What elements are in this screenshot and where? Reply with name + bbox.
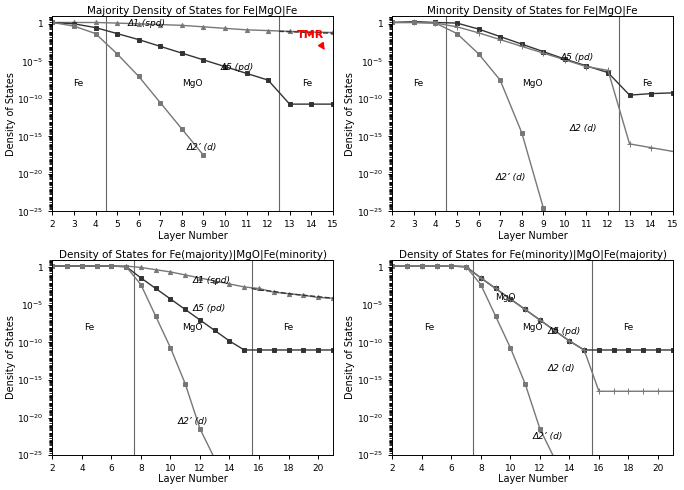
Y-axis label: Density of States: Density of States	[345, 72, 356, 156]
Text: MgO: MgO	[183, 79, 203, 88]
Text: MgO: MgO	[183, 323, 203, 332]
Text: MgO: MgO	[523, 323, 543, 332]
Text: Δ2’ (d): Δ2’ (d)	[186, 143, 217, 152]
Text: Δ1 (spd): Δ1 (spd)	[128, 19, 166, 28]
Text: Fe: Fe	[283, 323, 293, 332]
Text: Fe: Fe	[413, 79, 423, 88]
Title: Majority Density of States for Fe|MgO|Fe: Majority Density of States for Fe|MgO|Fe	[88, 5, 298, 16]
Y-axis label: Density of States: Density of States	[5, 72, 16, 156]
Text: Δ1 (spd): Δ1 (spd)	[193, 276, 231, 286]
Text: Δ5 (pd): Δ5 (pd)	[561, 53, 594, 62]
X-axis label: Layer Number: Layer Number	[498, 231, 568, 241]
Text: MgO: MgO	[496, 293, 516, 302]
Text: Δ2’ (d): Δ2’ (d)	[178, 417, 208, 426]
Text: Δ5 (pd): Δ5 (pd)	[193, 304, 226, 313]
Text: Δ2’ (d): Δ2’ (d)	[496, 173, 526, 182]
Y-axis label: Density of States: Density of States	[5, 316, 16, 399]
Text: Δ2 (d): Δ2 (d)	[569, 124, 596, 133]
Title: Density of States for Fe(minority)|MgO|Fe(majority): Density of States for Fe(minority)|MgO|F…	[399, 249, 666, 260]
Text: MgO: MgO	[523, 79, 543, 88]
Text: Fe: Fe	[424, 323, 434, 332]
Text: Fe: Fe	[623, 323, 633, 332]
X-axis label: Layer Number: Layer Number	[498, 474, 568, 485]
X-axis label: Layer Number: Layer Number	[158, 474, 228, 485]
Text: Fe: Fe	[642, 79, 652, 88]
Text: Fe: Fe	[302, 79, 312, 88]
X-axis label: Layer Number: Layer Number	[158, 231, 228, 241]
Text: Δ2’ (d): Δ2’ (d)	[533, 432, 563, 441]
Text: Fe: Fe	[73, 79, 83, 88]
Text: Δ5 (pd): Δ5 (pd)	[547, 327, 581, 336]
Text: Δ5 (pd): Δ5 (pd)	[221, 63, 254, 72]
Text: TMR: TMR	[297, 30, 324, 40]
Text: Δ2 (d): Δ2 (d)	[547, 364, 575, 373]
Title: Minority Density of States for Fe|MgO|Fe: Minority Density of States for Fe|MgO|Fe	[428, 5, 637, 16]
Text: Fe: Fe	[84, 323, 94, 332]
Y-axis label: Density of States: Density of States	[345, 316, 356, 399]
Title: Density of States for Fe(majority)|MgO|Fe(minority): Density of States for Fe(majority)|MgO|F…	[59, 249, 326, 260]
